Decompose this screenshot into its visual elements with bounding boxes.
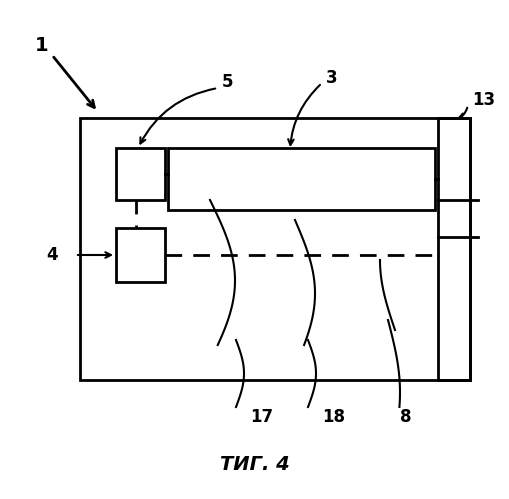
Bar bbox=[80, 118, 469, 380]
Text: ΤИГ. 4: ΤИГ. 4 bbox=[220, 456, 289, 475]
Text: 5: 5 bbox=[222, 73, 233, 91]
Text: 8: 8 bbox=[399, 408, 411, 426]
Text: 17: 17 bbox=[249, 408, 273, 426]
Text: 3: 3 bbox=[326, 69, 337, 87]
Text: 4: 4 bbox=[46, 246, 58, 264]
Bar bbox=[437, 118, 469, 380]
Bar bbox=[167, 148, 434, 210]
Text: 1: 1 bbox=[35, 35, 49, 54]
Text: 13: 13 bbox=[471, 91, 494, 109]
Bar bbox=[116, 148, 165, 200]
Bar bbox=[116, 228, 165, 282]
Text: 18: 18 bbox=[321, 408, 344, 426]
